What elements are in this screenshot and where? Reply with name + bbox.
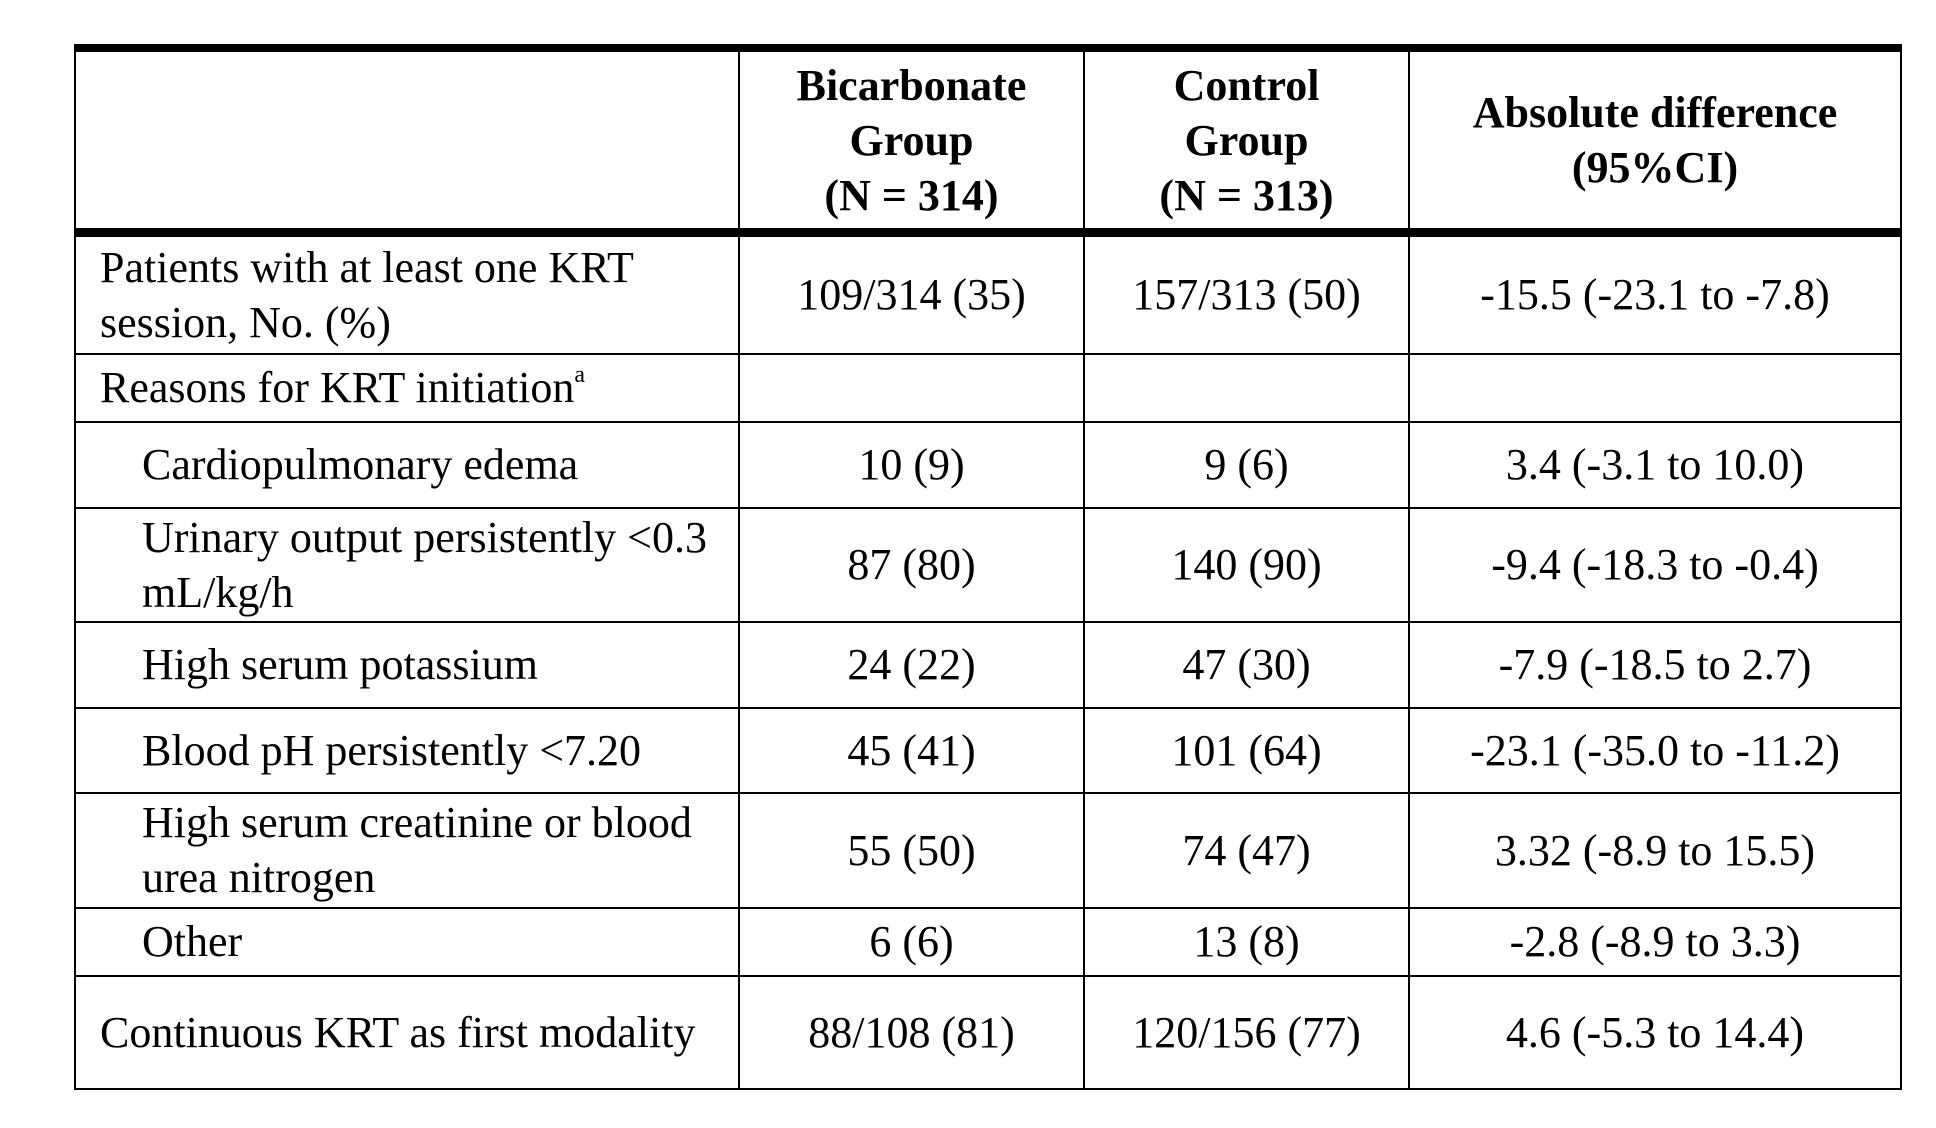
value-cell: 3.32 (-8.9 to 15.5) — [1408, 791, 1902, 909]
header-line: Group — [849, 115, 974, 165]
value-cell: -23.1 (-35.0 to -11.2) — [1408, 706, 1902, 794]
empty-cell — [738, 352, 1085, 423]
value-cell: 4.6 (-5.3 to 14.4) — [1408, 974, 1902, 1090]
table-row: High serum creatinine or blood urea nitr… — [74, 791, 1902, 909]
value-cell: 157/313 (50) — [1083, 231, 1410, 355]
empty-cell — [1408, 352, 1902, 423]
value-cell: 140 (90) — [1083, 506, 1410, 623]
table-row: Blood pH persistently <7.20 45 (41) 101 (6… — [74, 706, 1902, 794]
value-cell: 74 (47) — [1083, 791, 1410, 909]
table-row: Urinary output persistently <0.3 mL/kg/h… — [74, 506, 1902, 623]
header-line: (N = 313) — [1159, 170, 1334, 220]
value-cell: 101 (64) — [1083, 706, 1410, 794]
row-label: High serum creatinine or blood urea nitr… — [74, 791, 740, 909]
row-label: High serum potassium — [74, 620, 740, 709]
row-label: Urinary output persistently <0.3 mL/kg/h — [74, 506, 740, 623]
value-cell: 45 (41) — [738, 706, 1085, 794]
header-line: Control — [1173, 60, 1320, 110]
table-row: Cardiopulmonary edema 10 (9) 9 (6) 3.4 (-3.… — [74, 420, 1902, 509]
row-label: Continuous KRT as first modality — [74, 974, 740, 1090]
value-cell: 87 (80) — [738, 506, 1085, 623]
value-cell: -2.8 (-8.9 to 3.3) — [1408, 906, 1902, 977]
value-cell: 13 (8) — [1083, 906, 1410, 977]
empty-cell — [1083, 352, 1410, 423]
row-label: Patients with at least one KRT session, … — [74, 231, 740, 355]
table-row: Patients with at least one KRT session, … — [74, 231, 1902, 355]
table-row: High serum potassium 24 (22) 47 (30) -7.9 (… — [74, 620, 1902, 709]
table-row: Reasons for KRT initiationa — [74, 352, 1902, 423]
results-table: Bicarbonate Group (N = 314) Control Group (N … — [74, 44, 1902, 1090]
header-line: Group — [1184, 115, 1309, 165]
value-cell: 120/156 (77) — [1083, 974, 1410, 1090]
table-body: Patients with at least one KRT session, … — [74, 231, 1902, 1090]
table-row: Continuous KRT as first modality 88/108 (… — [74, 974, 1902, 1090]
header-line: (N = 314) — [824, 170, 999, 220]
header-cell — [74, 44, 740, 237]
value-cell: 3.4 (-3.1 to 10.0) — [1408, 420, 1902, 509]
header-line: (95%CI) — [1571, 143, 1739, 192]
table-row: Other 6 (6) 13 (8) -2.8 (-8.9 to 3.3) — [74, 906, 1902, 977]
value-cell: 6 (6) — [738, 906, 1085, 977]
header-row: Bicarbonate Group (N = 314) Control Group (N … — [74, 44, 1902, 237]
header-cell: Absolute difference (95%CI) — [1408, 44, 1902, 237]
row-label: Blood pH persistently <7.20 — [74, 706, 740, 794]
row-label: Cardiopulmonary edema — [74, 420, 740, 509]
value-cell: 55 (50) — [738, 791, 1085, 909]
header-cell: Control Group (N = 313) — [1083, 44, 1410, 237]
value-cell: -15.5 (-23.1 to -7.8) — [1408, 231, 1902, 355]
value-cell: 88/108 (81) — [738, 974, 1085, 1090]
value-cell: 24 (22) — [738, 620, 1085, 709]
value-cell: -7.9 (-18.5 to 2.7) — [1408, 620, 1902, 709]
row-label: Other — [74, 906, 740, 977]
value-cell: 109/314 (35) — [738, 231, 1085, 355]
value-cell: 10 (9) — [738, 420, 1085, 509]
footnote-mark: a — [574, 362, 586, 388]
row-label: Reasons for KRT initiationa — [74, 352, 740, 423]
value-cell: 9 (6) — [1083, 420, 1410, 509]
header-line: Bicarbonate — [796, 60, 1027, 110]
value-cell: 47 (30) — [1083, 620, 1410, 709]
header-line: Absolute difference — [1472, 88, 1838, 137]
header-cell: Bicarbonate Group (N = 314) — [738, 44, 1085, 237]
value-cell: -9.4 (-18.3 to -0.4) — [1408, 506, 1902, 623]
